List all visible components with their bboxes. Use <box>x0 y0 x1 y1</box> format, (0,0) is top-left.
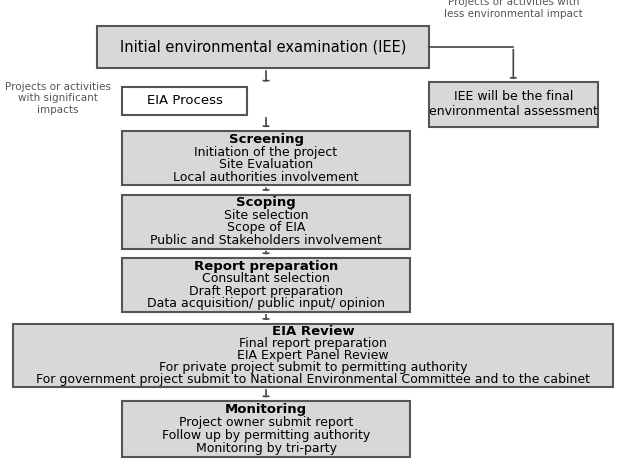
Text: Report preparation: Report preparation <box>194 260 338 272</box>
Text: Monitoring by tri-party: Monitoring by tri-party <box>195 442 337 455</box>
FancyBboxPatch shape <box>122 401 410 457</box>
Text: Initial environmental examination (IEE): Initial environmental examination (IEE) <box>120 39 406 54</box>
Text: EIA Expert Panel Review: EIA Expert Panel Review <box>237 349 389 362</box>
Text: Monitoring: Monitoring <box>225 403 307 416</box>
FancyBboxPatch shape <box>97 26 429 68</box>
Text: Follow up by permitting authority: Follow up by permitting authority <box>162 429 370 442</box>
Text: Projects or activities with
less environmental impact: Projects or activities with less environ… <box>444 0 583 19</box>
Text: Public and Stakeholders involvement: Public and Stakeholders involvement <box>150 234 382 247</box>
Text: For government project submit to National Environmental Committee and to the cab: For government project submit to Nationa… <box>36 373 590 386</box>
FancyBboxPatch shape <box>122 87 247 115</box>
Text: Scoping: Scoping <box>236 197 296 209</box>
Text: Data acquisition/ public input/ opinion: Data acquisition/ public input/ opinion <box>147 297 385 310</box>
Text: EIA Process: EIA Process <box>146 94 223 107</box>
Text: Scope of EIA: Scope of EIA <box>227 221 305 234</box>
FancyBboxPatch shape <box>122 258 410 312</box>
Text: Screening: Screening <box>228 133 304 146</box>
Text: Projects or activities
with significant
impacts: Projects or activities with significant … <box>4 82 111 115</box>
Text: Consultant selection: Consultant selection <box>202 272 330 285</box>
Text: Draft Report preparation: Draft Report preparation <box>189 285 343 298</box>
Text: For private project submit to permitting authority: For private project submit to permitting… <box>159 361 467 374</box>
Text: Local authorities involvement: Local authorities involvement <box>173 171 359 183</box>
Text: Final report preparation: Final report preparation <box>239 337 387 350</box>
FancyBboxPatch shape <box>122 195 410 249</box>
Text: EIA Review: EIA Review <box>272 325 354 338</box>
Text: IEE will be the final
environmental assessment: IEE will be the final environmental asse… <box>429 91 598 118</box>
Text: Site selection: Site selection <box>224 209 308 222</box>
FancyBboxPatch shape <box>122 131 410 185</box>
Text: Site Evaluation: Site Evaluation <box>219 158 313 171</box>
Text: Initiation of the project: Initiation of the project <box>195 145 337 159</box>
FancyBboxPatch shape <box>429 82 598 127</box>
FancyBboxPatch shape <box>13 324 613 387</box>
Text: Project owner submit report: Project owner submit report <box>179 416 353 429</box>
